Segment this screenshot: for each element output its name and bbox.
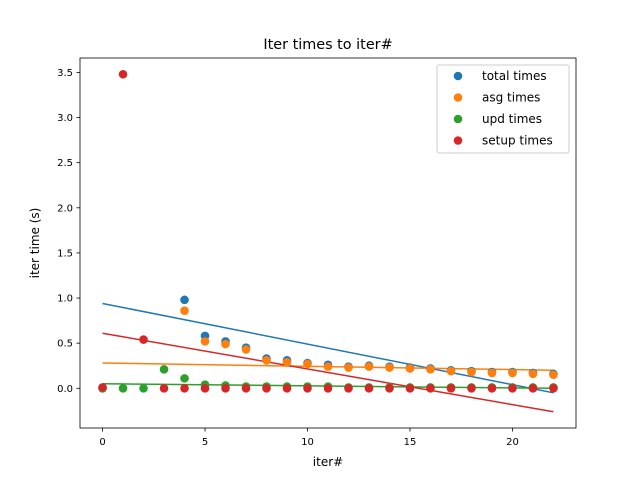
y-tick-label: 1.5 [57,248,73,259]
data-point [487,383,497,393]
y-tick-label: 2.5 [57,158,73,169]
data-point [221,383,230,393]
trend-line [102,302,554,394]
data-point [200,383,210,393]
y-axis-label: iter time (s) [28,208,42,279]
x-tick-label: 10 [301,437,314,448]
data-point [323,362,333,371]
data-point [118,69,128,79]
data-point [139,335,148,344]
data-point [180,374,189,383]
x-tick-label: 0 [99,437,105,448]
data-point [446,383,456,393]
data-point [180,306,189,315]
data-point [385,383,394,393]
data-point [262,356,271,365]
data-point [528,369,538,379]
y-tick-label: 2.0 [57,203,73,214]
data-point [508,383,517,393]
data-point [323,383,333,393]
legend-marker [453,71,463,81]
data-point [180,383,189,393]
y-axis-ticks: 0.0 0.5 1.0 1.5 2.0 2.5 3.0 3.5 [57,68,80,395]
chart-title: Iter times to iter# [263,37,392,53]
data-point [303,383,312,393]
data-point [364,362,374,371]
data-point [282,383,292,393]
data-point [241,383,251,393]
y-tick-label: 0.5 [57,339,73,350]
trend-line [102,332,554,413]
x-axis-label: iter# [313,455,343,469]
data-point [200,337,210,346]
legend-label: upd times [482,112,542,126]
legend-marker [453,114,463,124]
x-tick-label: 15 [404,437,417,448]
data-point [282,357,292,367]
data-points [98,69,558,393]
legend-label: asg times [482,91,540,105]
data-point [159,365,169,374]
data-point [159,383,169,393]
x-tick-label: 5 [202,437,208,448]
legend-label: total times [482,69,547,83]
legend: total times asg times upd times setup times [436,64,570,154]
x-tick-label: 20 [506,437,519,448]
data-point [139,383,148,393]
data-point [467,367,476,377]
data-point [385,363,394,372]
y-tick-label: 3.0 [57,113,73,124]
data-point [262,383,271,393]
data-point [364,383,374,393]
data-point [549,383,558,393]
data-point [426,383,435,393]
data-point [405,364,415,373]
y-tick-label: 3.5 [57,68,73,79]
legend-marker [453,136,463,145]
x-axis-ticks: 0 5 10 15 20 [99,428,519,448]
y-tick-label: 1.0 [57,294,73,305]
data-point [528,383,538,393]
data-point [405,383,415,393]
data-point [221,339,230,349]
data-point [98,383,107,392]
data-point [446,366,456,376]
axes-frame [79,57,577,429]
data-point [549,370,558,380]
legend-marker [453,93,463,102]
data-point [487,368,497,378]
data-point [508,368,517,378]
data-point [344,363,353,372]
y-tick-label: 0.0 [57,384,73,395]
data-point [426,365,435,374]
data-point [303,359,312,369]
data-point [180,295,189,305]
legend-box [436,64,570,154]
data-point [118,383,128,393]
data-point [241,345,251,354]
data-point [467,383,476,393]
data-point [344,383,353,393]
legend-label: setup times [482,134,553,148]
